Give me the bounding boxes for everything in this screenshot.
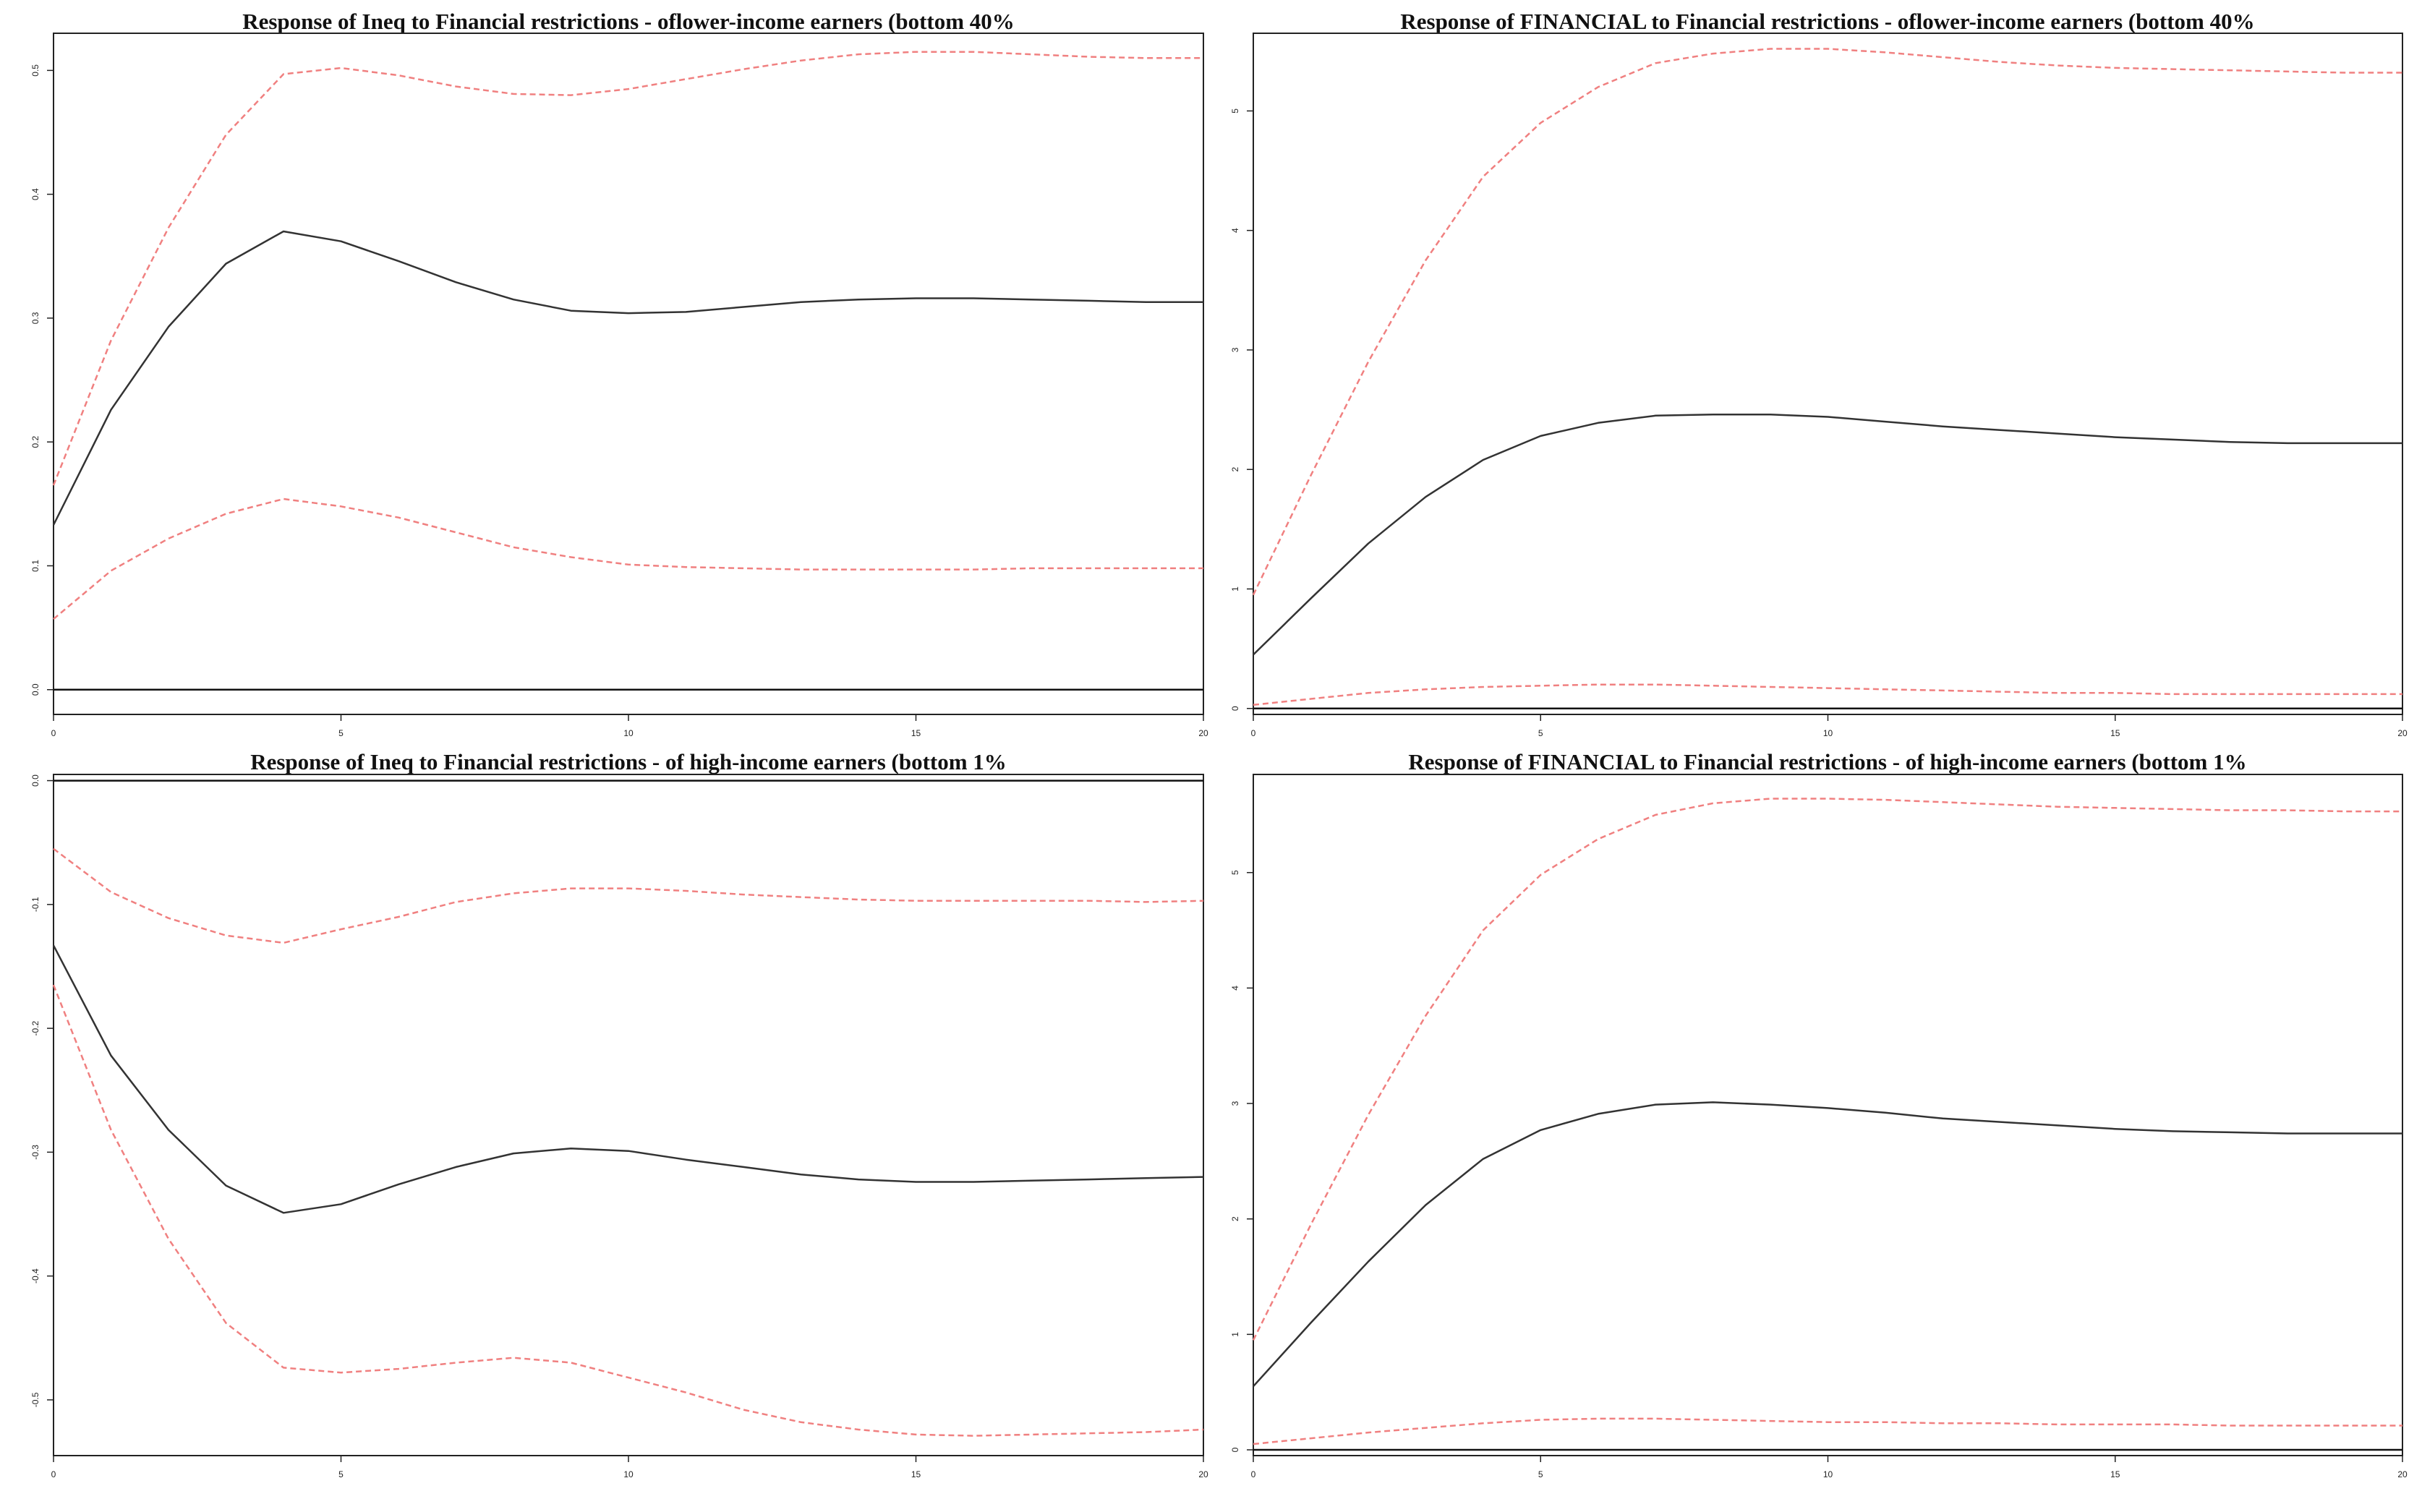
chart-panel: Response of FINANCIAL to Financial restr… — [1230, 749, 2408, 1479]
upper-confidence-band — [1252, 798, 2402, 1341]
x-tick-label: 15 — [911, 1469, 921, 1479]
irf-line — [1253, 1101, 2402, 1388]
y-tick-label: 1 — [1230, 1332, 1240, 1337]
y-tick-label: 0.2 — [30, 436, 40, 448]
x-tick-label: 20 — [1198, 728, 1208, 738]
y-tick-label: 4 — [1230, 228, 1240, 233]
x-tick-label: 0 — [1251, 1469, 1256, 1479]
y-tick-label: -0.4 — [30, 1268, 40, 1284]
irf-line — [52, 230, 1203, 526]
upper-confidence-band — [53, 847, 1204, 944]
y-tick-label: 4 — [1230, 986, 1240, 991]
x-tick-label: 0 — [51, 1469, 56, 1479]
y-tick-label: 3 — [1230, 1101, 1240, 1106]
y-tick-label: -0.1 — [30, 897, 40, 912]
x-tick-label: 20 — [2397, 728, 2408, 738]
chart-panel: Response of FINANCIAL to Financial restr… — [1230, 9, 2408, 738]
x-tick-label: 5 — [1538, 1469, 1543, 1479]
lower-confidence-band — [1253, 1417, 2402, 1445]
y-tick-label: 0.5 — [30, 64, 40, 77]
x-tick-label: 10 — [1823, 1469, 1833, 1479]
lower-confidence-band — [53, 497, 1203, 620]
y-tick-label: 2 — [1230, 1216, 1240, 1221]
x-tick-label: 20 — [1198, 1469, 1208, 1479]
y-tick-label: 0.0 — [30, 683, 40, 696]
chart-title: Response of FINANCIAL to Financial restr… — [1408, 749, 2246, 774]
x-tick-label: 10 — [1823, 728, 1833, 738]
lower-confidence-band — [52, 984, 1204, 1437]
irf-line — [52, 944, 1204, 1214]
x-tick-label: 10 — [623, 728, 634, 738]
y-tick-label: 0 — [1230, 1447, 1240, 1452]
x-tick-label: 5 — [1538, 728, 1543, 738]
y-tick-label: 5 — [1230, 108, 1240, 114]
x-tick-label: 5 — [338, 728, 344, 738]
x-tick-label: 15 — [2110, 728, 2120, 738]
chart-panel: Response of Ineq to Financial restrictio… — [30, 749, 1208, 1479]
upper-confidence-band — [52, 51, 1203, 486]
y-tick-label: 3 — [1230, 347, 1240, 352]
y-tick-label: 0.4 — [30, 188, 40, 200]
y-tick-label: -0.3 — [30, 1145, 40, 1160]
x-tick-label: 15 — [2110, 1469, 2120, 1479]
y-tick-label: 0.0 — [30, 774, 40, 787]
x-tick-label: 20 — [2397, 1469, 2408, 1479]
chart-title: Response of FINANCIAL to Financial restr… — [1400, 9, 2254, 34]
y-tick-label: 1 — [1230, 586, 1240, 591]
upper-confidence-band — [1252, 48, 2402, 596]
lower-confidence-band — [1253, 683, 2402, 706]
x-tick-label: 5 — [338, 1469, 344, 1479]
y-tick-label: 0.3 — [30, 312, 40, 324]
chart-title: Response of Ineq to Financial restrictio… — [250, 749, 1007, 774]
x-tick-label: 15 — [911, 728, 921, 738]
y-tick-label: 0 — [1230, 706, 1240, 711]
y-tick-label: -0.2 — [30, 1020, 40, 1035]
chart-title: Response of Ineq to Financial restrictio… — [242, 9, 1015, 34]
chart-panel: Response of Ineq to Financial restrictio… — [30, 9, 1208, 738]
y-tick-label: 5 — [1230, 870, 1240, 875]
x-tick-label: 10 — [623, 1469, 634, 1479]
x-tick-label: 0 — [1251, 728, 1256, 738]
y-tick-label: 2 — [1230, 467, 1240, 472]
x-tick-label: 0 — [51, 728, 56, 738]
y-tick-label: -0.5 — [30, 1392, 40, 1407]
irf-line — [1253, 413, 2402, 656]
y-tick-label: 0.1 — [30, 560, 40, 572]
